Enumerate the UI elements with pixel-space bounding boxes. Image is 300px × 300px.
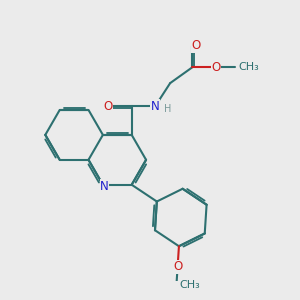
Text: O: O [173, 260, 182, 273]
Text: N: N [100, 180, 109, 193]
Text: H: H [164, 104, 171, 114]
Text: N: N [151, 100, 160, 112]
Text: O: O [103, 100, 113, 112]
Text: O: O [212, 61, 220, 74]
Text: CH₃: CH₃ [238, 62, 260, 72]
Text: O: O [192, 39, 201, 52]
Text: CH₃: CH₃ [180, 280, 200, 290]
